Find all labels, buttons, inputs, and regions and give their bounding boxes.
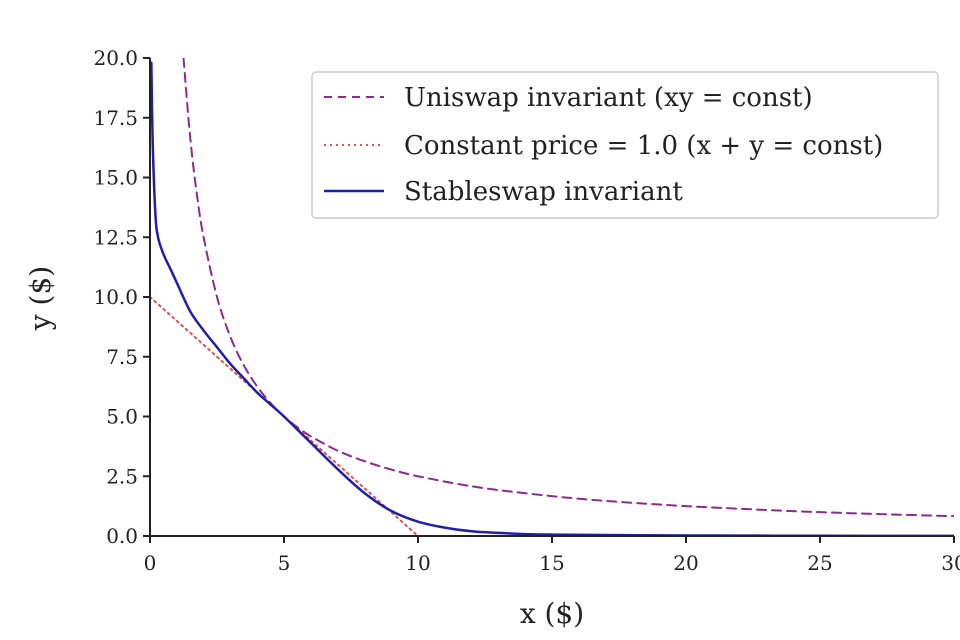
- x-tick-label: 10: [405, 551, 430, 575]
- y-tick-label: 12.5: [93, 225, 138, 249]
- x-ticks: 0 5 10 15 20 25 30: [144, 536, 960, 575]
- legend-label-uniswap: Uniswap invariant (xy = const): [404, 83, 813, 113]
- series-layer: [150, 58, 954, 536]
- x-tick-label: 15: [539, 551, 564, 575]
- y-tick-label: 7.5: [106, 345, 138, 369]
- x-tick-label: 0: [144, 551, 157, 575]
- y-tick-label: 5.0: [106, 405, 138, 429]
- y-tick-label: 0.0: [106, 524, 138, 548]
- y-tick-label: 20.0: [93, 46, 138, 70]
- legend-label-constant-price: Constant price = 1.0 (x + y = const): [404, 131, 883, 161]
- legend: Uniswap invariant (xy = const) Constant …: [311, 71, 939, 219]
- legend-box: [311, 71, 939, 219]
- y-tick-label: 2.5: [106, 464, 138, 488]
- y-axis-label: y ($): [24, 266, 57, 331]
- x-tick-label: 30: [941, 551, 960, 575]
- y-tick-label: 10.0: [93, 285, 138, 309]
- stableswap-curve: [150, 61, 954, 536]
- y-tick-label: 15.0: [93, 166, 138, 190]
- x-tick-label: 20: [673, 551, 698, 575]
- x-tick-label: 25: [807, 551, 832, 575]
- x-axis-label: x ($): [520, 597, 584, 630]
- uniswap-curve: [182, 58, 954, 518]
- legend-label-stableswap: Stableswap invariant: [404, 177, 683, 207]
- y-tick-label: 17.5: [93, 106, 138, 130]
- y-ticks: 0.0 2.5 5.0 7.5 10.0 12.5 15.0 17.5 20.0: [93, 46, 150, 548]
- x-tick-label: 5: [278, 551, 291, 575]
